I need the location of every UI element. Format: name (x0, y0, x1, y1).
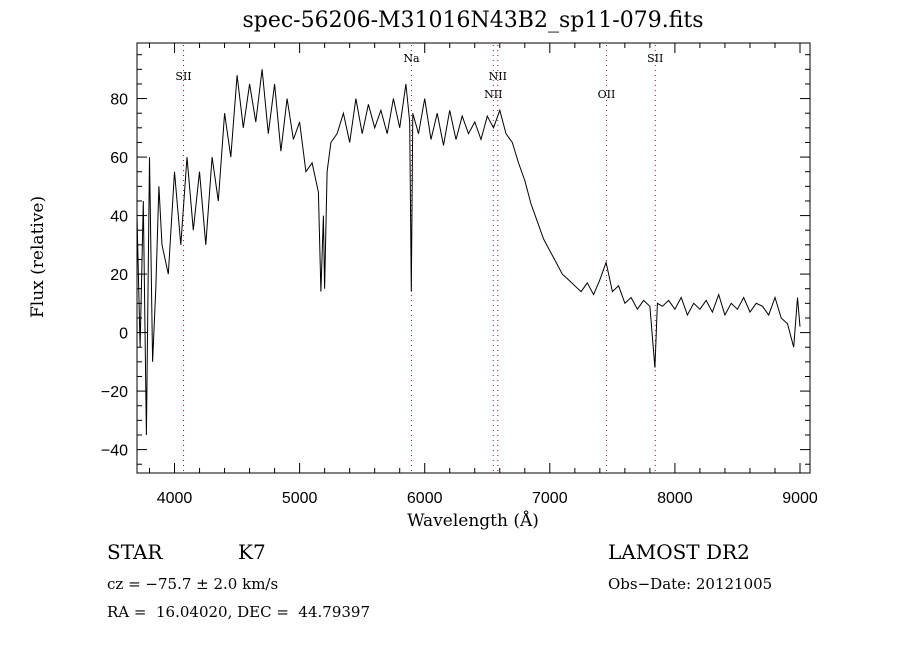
y-tick-label: 80 (110, 92, 128, 109)
y-tick-label: 0 (119, 326, 128, 343)
y-tick-label: −40 (101, 443, 128, 460)
tick-labels: 4000 5000 6000 7000 8000 9000 −40 −20 0 20 40 60 80 (101, 92, 818, 507)
coordinates: RA = 16.04020, DEC = 44.79397 (107, 603, 371, 621)
survey-name: LAMOST DR2 (608, 540, 750, 564)
emission-line-label: Na (403, 52, 420, 65)
y-tick-label: −20 (101, 384, 128, 401)
emission-line-label: OII (598, 88, 616, 101)
x-tick-label: 4000 (157, 490, 193, 507)
y-tick-label: 40 (110, 209, 128, 226)
chart-title: spec-56206-M31016N43B2_sp11-079.fits (242, 8, 704, 33)
observation-date: Obs−Date: 20121005 (608, 575, 773, 593)
x-axis-label: Wavelength (Å) (407, 511, 539, 531)
x-tick-label: 8000 (657, 490, 693, 507)
plot-frame (136, 42, 811, 474)
y-tick-label: 60 (110, 150, 128, 167)
object-subclass: K7 (238, 540, 266, 564)
x-tick-label: 7000 (532, 490, 568, 507)
x-tick-label: 6000 (407, 490, 443, 507)
object-class: STAR (107, 540, 163, 564)
emission-line-label: SII (175, 70, 191, 83)
emission-line-label: SII (647, 52, 663, 65)
emission-line-label: NII (489, 70, 507, 83)
axis-ticks (137, 43, 810, 473)
redshift-velocity: cz = −75.7 ± 2.0 km/s (107, 575, 279, 593)
y-tick-label: 20 (110, 267, 128, 284)
y-axis-label: Flux (relative) (28, 195, 48, 318)
x-tick-label: 9000 (782, 490, 818, 507)
x-tick-label: 5000 (282, 490, 318, 507)
emission-line-markers: SII Na NII NII OII SII (175, 45, 663, 471)
emission-line-label: NII (484, 88, 502, 101)
spectrum-line (136, 69, 801, 436)
